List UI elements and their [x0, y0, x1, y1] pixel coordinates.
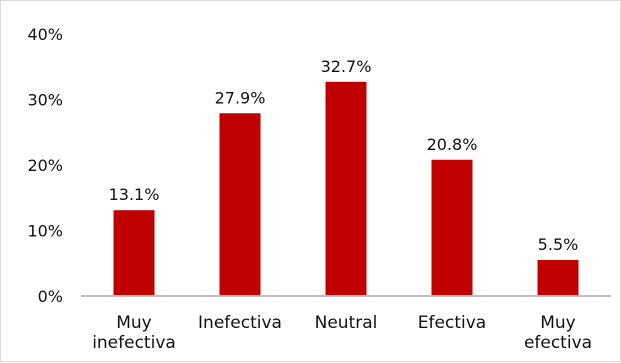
data-label: 20.8% — [427, 135, 478, 154]
category-label: Muy — [116, 313, 152, 333]
bar — [431, 159, 473, 296]
category-label: Muy — [540, 313, 576, 333]
data-label: 5.5% — [538, 235, 579, 254]
y-tick-label: 40% — [27, 25, 63, 44]
bar — [219, 113, 261, 296]
data-label: 27.9% — [215, 88, 266, 107]
bar — [537, 259, 579, 296]
category-label: efectiva — [524, 333, 592, 353]
y-tick-label: 10% — [27, 222, 63, 241]
y-tick-label: 20% — [27, 156, 63, 175]
bar — [113, 210, 155, 296]
category-label: Neutral — [315, 313, 378, 333]
y-tick-label: 30% — [27, 91, 63, 110]
category-label: Inefectiva — [198, 313, 282, 333]
category-label: Efectiva — [418, 313, 486, 333]
data-label: 32.7% — [321, 57, 372, 76]
y-tick-label: 0% — [38, 287, 63, 306]
bar — [325, 81, 367, 296]
data-label: 13.1% — [109, 185, 160, 204]
category-label: inefectiva — [92, 333, 176, 353]
